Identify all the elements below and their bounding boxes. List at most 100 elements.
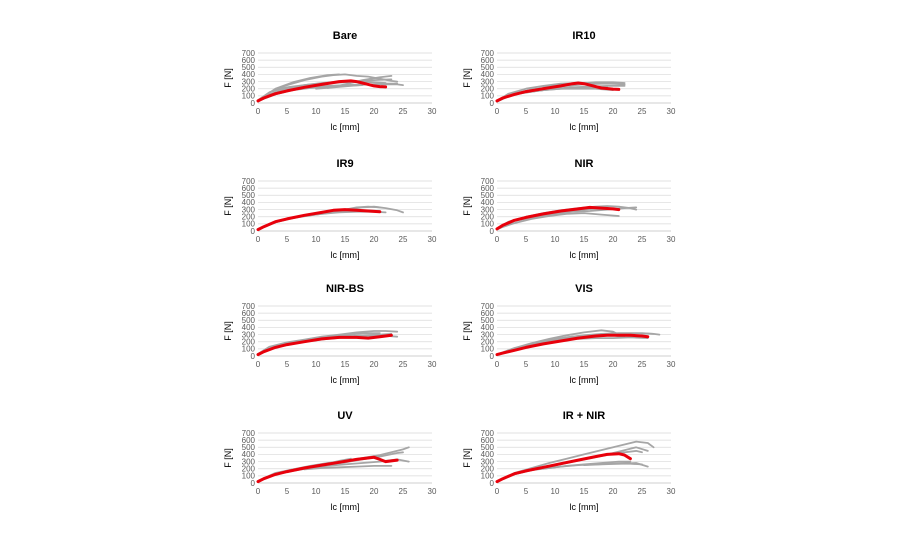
x-tick-label: 0 bbox=[495, 107, 500, 116]
x-tick-label: 20 bbox=[609, 360, 618, 369]
x-tick-label: 10 bbox=[551, 360, 560, 369]
x-tick-label: 5 bbox=[285, 235, 290, 244]
y-tick-label: 0 bbox=[251, 352, 256, 361]
y-axis-label: F [N] bbox=[462, 196, 472, 216]
x-tick-label: 25 bbox=[399, 235, 408, 244]
x-tick-label: 30 bbox=[428, 360, 437, 369]
x-axis-label: lc [mm] bbox=[331, 375, 360, 385]
y-tick-label: 700 bbox=[242, 49, 256, 58]
y-tick-label: 200 bbox=[242, 465, 256, 474]
y-tick-label: 500 bbox=[481, 63, 495, 72]
x-tick-label: 0 bbox=[495, 360, 500, 369]
x-axis-label: lc [mm] bbox=[570, 250, 599, 260]
y-tick-label: 300 bbox=[242, 205, 256, 214]
x-tick-label: 10 bbox=[551, 235, 560, 244]
mean-curve bbox=[495, 333, 650, 357]
y-tick-label: 0 bbox=[251, 227, 256, 236]
x-tick-label: 15 bbox=[341, 360, 350, 369]
x-tick-label: 15 bbox=[580, 360, 589, 369]
y-tick-label: 0 bbox=[490, 227, 495, 236]
x-tick-label: 15 bbox=[341, 487, 350, 496]
x-tick-label: 5 bbox=[285, 487, 290, 496]
y-tick-label: 400 bbox=[242, 450, 256, 459]
chart-title: VIS bbox=[575, 283, 593, 295]
y-tick-label: 500 bbox=[242, 63, 256, 72]
y-tick-label: 400 bbox=[242, 323, 256, 332]
x-tick-label: 20 bbox=[609, 107, 618, 116]
y-tick-label: 500 bbox=[481, 191, 495, 200]
y-tick-label: 200 bbox=[242, 85, 256, 94]
x-tick-label: 20 bbox=[609, 487, 618, 496]
y-tick-label: 200 bbox=[481, 85, 495, 94]
x-tick-label: 25 bbox=[638, 107, 647, 116]
y-tick-label: 200 bbox=[481, 338, 495, 347]
y-tick-label: 700 bbox=[481, 302, 495, 311]
y-tick-label: 700 bbox=[481, 177, 495, 186]
y-tick-label: 600 bbox=[481, 436, 495, 445]
x-axis-label: lc [mm] bbox=[570, 122, 599, 132]
x-tick-label: 30 bbox=[667, 235, 676, 244]
x-tick-label: 30 bbox=[428, 107, 437, 116]
y-tick-label: 200 bbox=[481, 465, 495, 474]
y-tick-label: 700 bbox=[242, 177, 256, 186]
y-tick-label: 500 bbox=[242, 316, 256, 325]
y-tick-label: 600 bbox=[242, 309, 256, 318]
x-tick-label: 0 bbox=[256, 235, 261, 244]
y-tick-label: 200 bbox=[242, 338, 256, 347]
x-tick-label: 25 bbox=[638, 360, 647, 369]
x-tick-label: 15 bbox=[580, 235, 589, 244]
y-tick-label: 400 bbox=[242, 70, 256, 79]
x-tick-label: 10 bbox=[551, 487, 560, 496]
x-tick-label: 25 bbox=[638, 235, 647, 244]
y-tick-label: 200 bbox=[481, 213, 495, 222]
x-tick-label: 15 bbox=[341, 107, 350, 116]
y-tick-label: 100 bbox=[481, 345, 495, 354]
y-tick-label: 600 bbox=[481, 309, 495, 318]
sample-curve bbox=[303, 464, 393, 471]
x-axis-label: lc [mm] bbox=[331, 122, 360, 132]
x-tick-label: 0 bbox=[256, 107, 261, 116]
y-tick-label: 100 bbox=[481, 92, 495, 101]
x-tick-label: 30 bbox=[428, 487, 437, 496]
x-tick-label: 10 bbox=[312, 235, 321, 244]
y-tick-label: 400 bbox=[481, 70, 495, 79]
x-tick-label: 5 bbox=[524, 360, 529, 369]
x-tick-label: 15 bbox=[580, 487, 589, 496]
mean-curve bbox=[495, 452, 632, 484]
y-axis-label: F [N] bbox=[223, 68, 233, 88]
y-tick-label: 100 bbox=[242, 345, 256, 354]
chart-title: IR10 bbox=[572, 30, 595, 42]
sample-curve bbox=[583, 462, 649, 468]
x-tick-label: 5 bbox=[285, 107, 290, 116]
y-tick-label: 300 bbox=[242, 77, 256, 86]
mean-curve bbox=[256, 333, 393, 357]
x-tick-label: 30 bbox=[428, 235, 437, 244]
x-tick-label: 20 bbox=[370, 360, 379, 369]
x-tick-label: 10 bbox=[312, 487, 321, 496]
mean-curve bbox=[495, 81, 621, 103]
y-tick-label: 300 bbox=[481, 330, 495, 339]
y-tick-label: 100 bbox=[481, 472, 495, 481]
x-tick-label: 25 bbox=[399, 360, 408, 369]
x-tick-label: 0 bbox=[256, 360, 261, 369]
sample-curve bbox=[326, 75, 393, 89]
x-tick-label: 15 bbox=[341, 235, 350, 244]
chart-title: NIR bbox=[575, 158, 594, 170]
y-tick-label: 500 bbox=[481, 443, 495, 452]
y-axis-label: F [N] bbox=[462, 321, 472, 341]
y-tick-label: 100 bbox=[481, 220, 495, 229]
y-tick-label: 0 bbox=[251, 99, 256, 108]
y-tick-label: 300 bbox=[481, 457, 495, 466]
x-tick-label: 20 bbox=[370, 235, 379, 244]
x-tick-label: 25 bbox=[399, 107, 408, 116]
y-tick-label: 400 bbox=[481, 450, 495, 459]
y-tick-label: 400 bbox=[481, 323, 495, 332]
y-tick-label: 600 bbox=[481, 184, 495, 193]
chart-title: NIR-BS bbox=[326, 283, 364, 295]
chart-title: UV bbox=[337, 410, 353, 422]
